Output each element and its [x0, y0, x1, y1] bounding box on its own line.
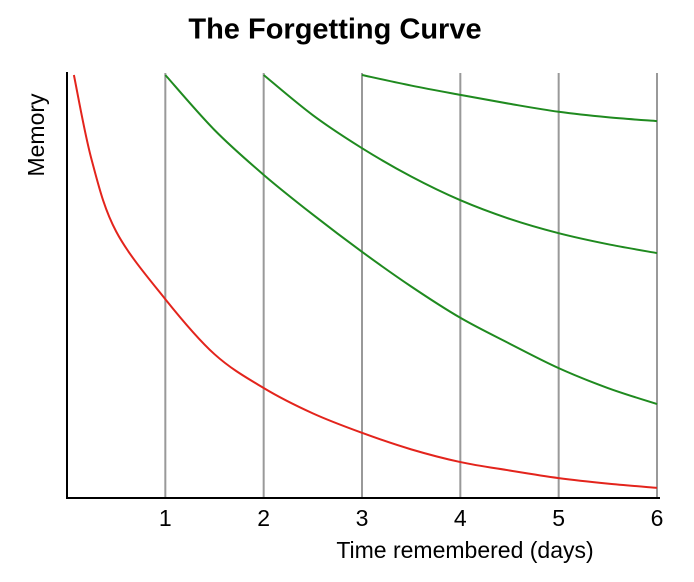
x-tick-label: 1 — [159, 505, 172, 531]
curve — [164, 74, 658, 406]
curve — [263, 74, 658, 255]
curve — [361, 74, 658, 123]
x-axis-label: Time remembered (days) — [336, 537, 593, 563]
x-tick-label: 5 — [552, 505, 565, 531]
x-tick-label: 2 — [257, 505, 270, 531]
x-tick-label: 6 — [651, 505, 664, 531]
y-axis-label: Memory — [23, 93, 49, 177]
chart-title: The Forgetting Curve — [188, 14, 481, 46]
x-tick-label: 3 — [356, 505, 369, 531]
x-tick-label: 4 — [454, 505, 467, 531]
curve — [72, 74, 658, 489]
